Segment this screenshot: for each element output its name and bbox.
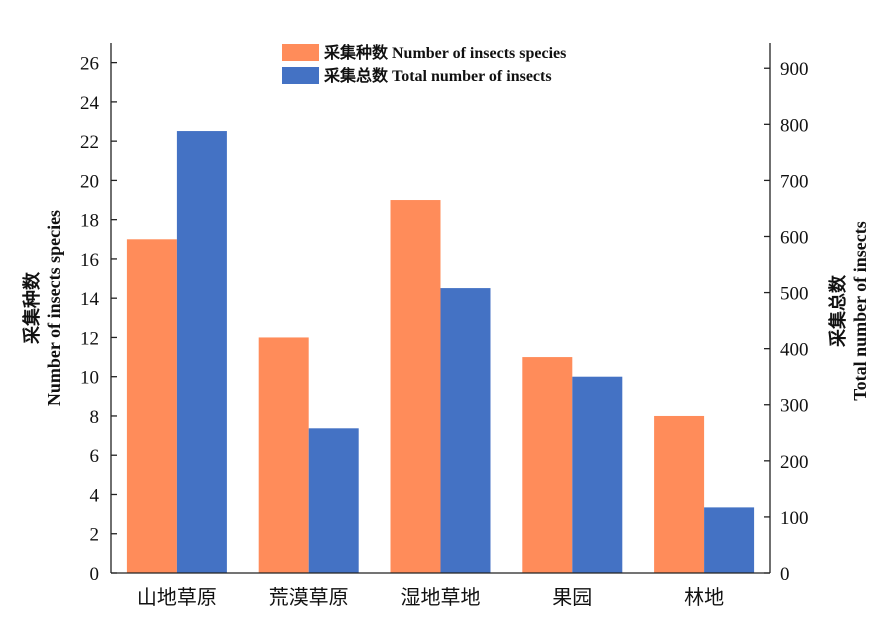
left-tick-label: 26 xyxy=(80,54,99,75)
legend-label-total: 采集总数 Total number of insects xyxy=(323,66,552,85)
left-tick-label: 18 xyxy=(80,211,99,232)
bar-total-3 xyxy=(572,376,623,573)
left-tick-label: 24 xyxy=(80,93,100,114)
left-tick-label: 12 xyxy=(80,328,99,349)
right-axis-title-en: Total number of insects xyxy=(850,221,870,401)
left-tick-label: 20 xyxy=(80,171,99,192)
left-axis-title: 采集种数 Number of insects species xyxy=(21,210,64,406)
right-axis-title-cn: 采集总数 xyxy=(827,274,848,348)
right-tick-label: 300 xyxy=(780,396,809,417)
category-label: 山地草原 xyxy=(137,586,217,609)
bar-species-3 xyxy=(522,357,573,573)
right-tick-label: 900 xyxy=(780,59,809,80)
right-tick-label: 0 xyxy=(780,564,790,585)
left-tick-label: 2 xyxy=(90,525,100,546)
legend: 采集种数 Number of insects species 采集总数 Tota… xyxy=(282,43,566,85)
left-tick-label: 6 xyxy=(90,446,100,467)
right-tick-label: 500 xyxy=(780,284,809,305)
right-axis-title: 采集总数 Total number of insects xyxy=(827,221,870,401)
bar-total-2 xyxy=(440,288,491,573)
right-tick-label: 600 xyxy=(780,227,809,248)
bars-layer xyxy=(126,131,755,573)
bar-species-1 xyxy=(258,337,309,573)
left-tick-label: 0 xyxy=(90,564,100,585)
left-tick-label: 22 xyxy=(80,132,99,153)
bar-total-4 xyxy=(704,507,755,573)
left-axis-title-cn: 采集种数 xyxy=(21,271,42,345)
category-labels: 山地草原 荒漠草原 湿地草地 果园 林地 xyxy=(137,586,724,609)
legend-swatch-species xyxy=(282,44,319,61)
category-label: 湿地草地 xyxy=(401,586,481,609)
category-label: 果园 xyxy=(552,587,592,609)
category-label: 荒漠草原 xyxy=(269,586,349,609)
left-tick-label: 8 xyxy=(90,407,100,428)
right-tick-label: 700 xyxy=(780,171,809,192)
right-axis-ticks: 0 100 200 300 400 500 600 700 800 900 xyxy=(764,59,809,585)
left-tick-label: 10 xyxy=(80,368,99,389)
left-tick-label: 4 xyxy=(90,485,100,506)
bar-total-1 xyxy=(308,428,359,573)
left-tick-label: 16 xyxy=(80,250,99,271)
left-axis-title-en: Number of insects species xyxy=(44,210,64,406)
right-tick-label: 800 xyxy=(780,115,809,136)
category-label: 林地 xyxy=(684,586,724,609)
right-tick-label: 100 xyxy=(780,508,809,529)
bar-species-0 xyxy=(126,239,177,573)
right-tick-label: 400 xyxy=(780,340,809,361)
bar-total-0 xyxy=(176,131,227,573)
legend-swatch-total xyxy=(282,67,319,84)
left-tick-label: 14 xyxy=(80,289,100,310)
legend-label-species: 采集种数 Number of insects species xyxy=(323,43,566,62)
right-tick-label: 200 xyxy=(780,452,809,473)
bar-species-2 xyxy=(390,200,441,573)
bar-species-4 xyxy=(654,415,705,573)
